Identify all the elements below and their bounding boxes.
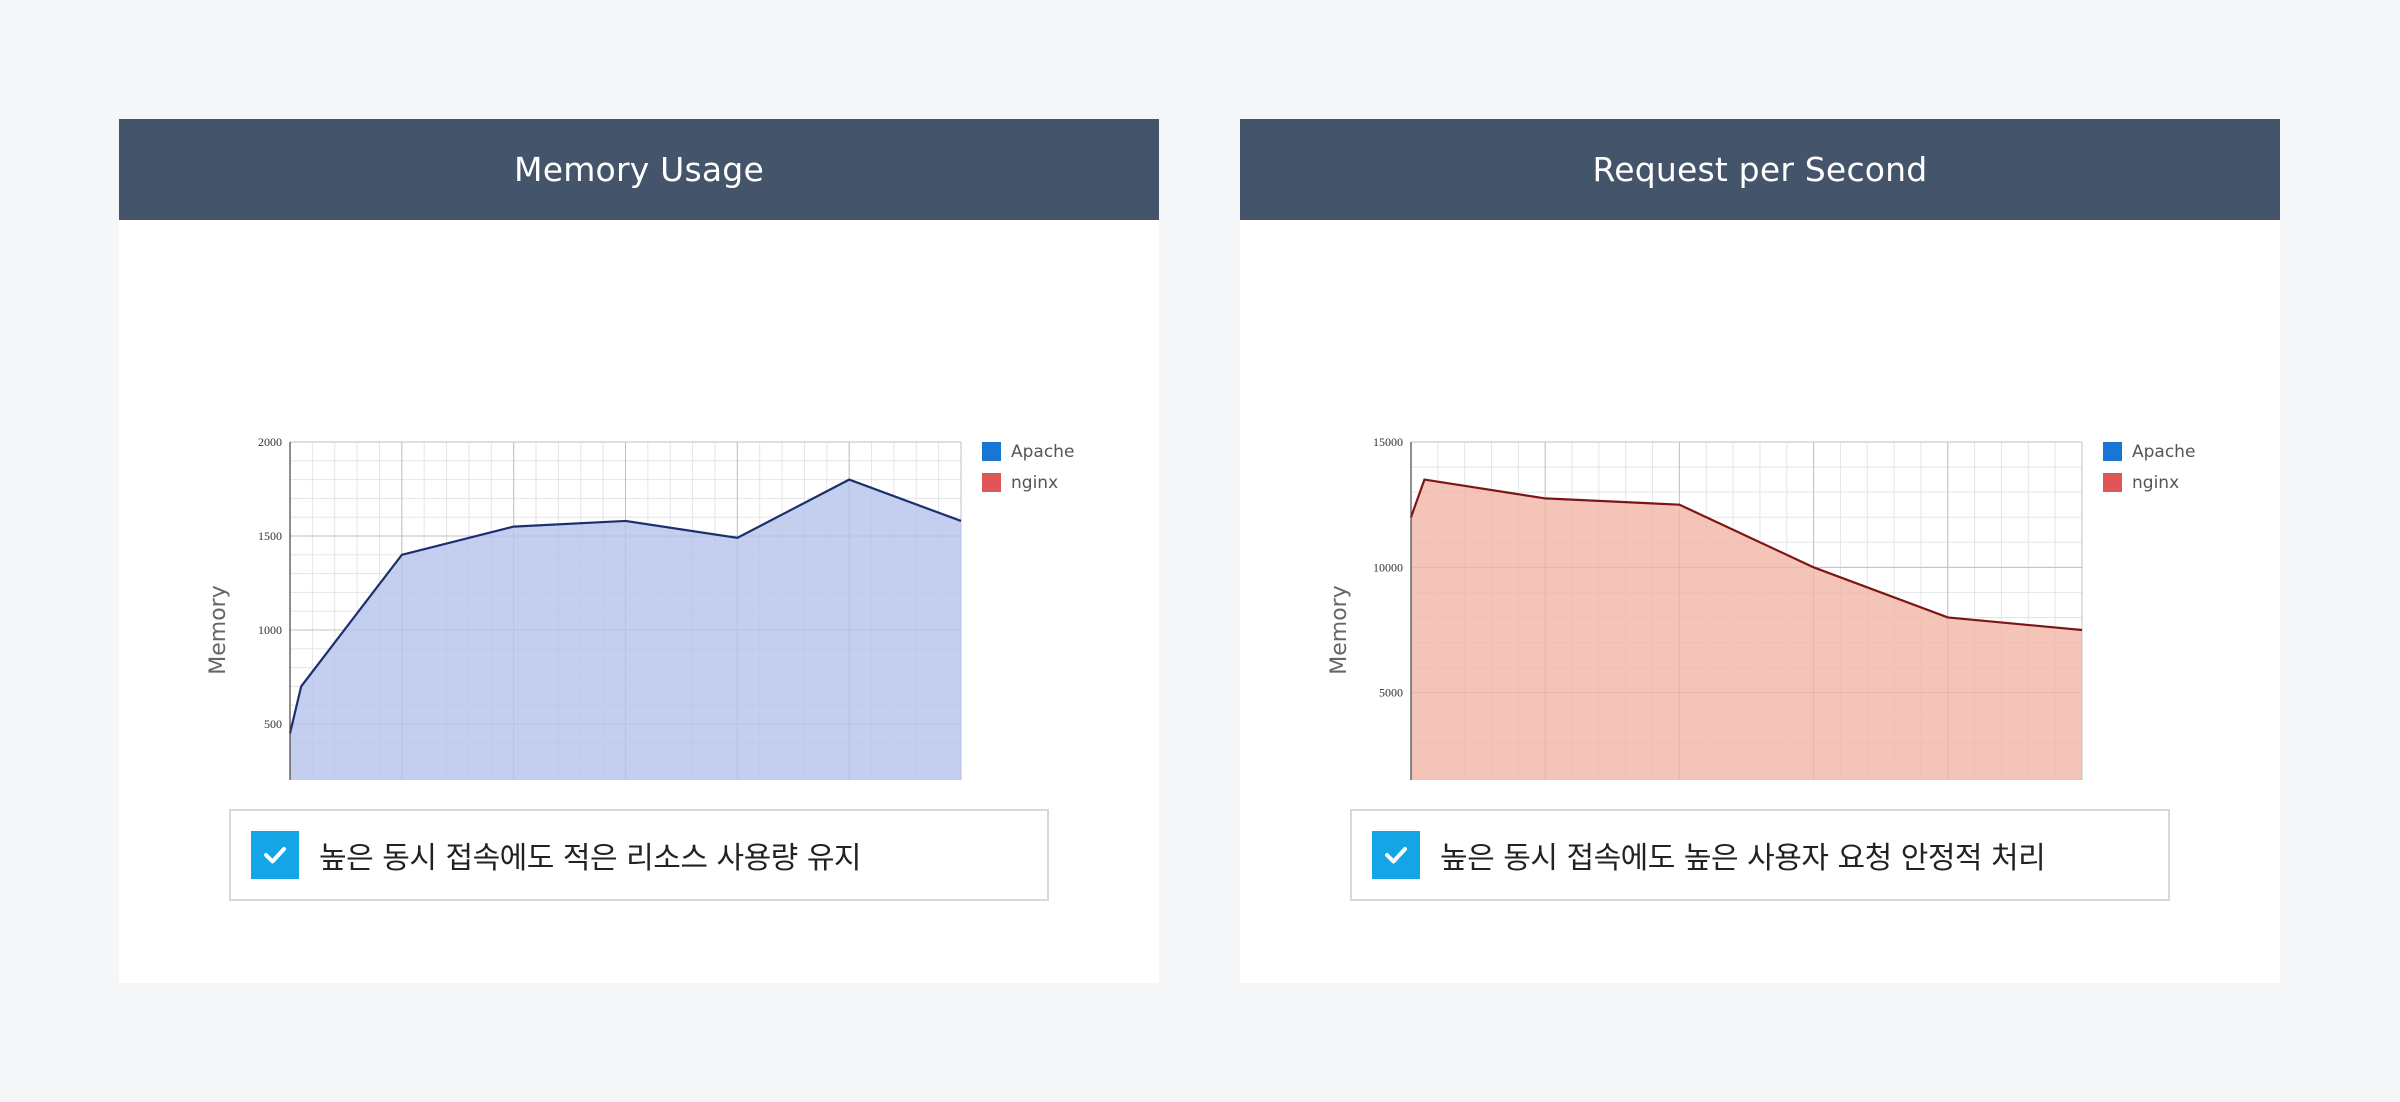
series-line-nginx bbox=[1409, 478, 2083, 632]
legend-swatch-nginx bbox=[2103, 473, 2122, 492]
feature-callout: 높은 동시 접속에도 적은 리소스 사용량 유지 bbox=[229, 809, 1049, 901]
series-area-apache bbox=[290, 479, 961, 780]
legend-label-nginx: nginx bbox=[1011, 473, 1058, 493]
y-tick-label: 2000 bbox=[258, 435, 282, 449]
y-tick-label: 1000 bbox=[258, 623, 282, 637]
legend-label-apache: Apache bbox=[1011, 442, 1074, 462]
y-axis-title: Memory bbox=[1327, 585, 1352, 674]
series-area-nginx bbox=[1411, 479, 2082, 780]
callout-text: 높은 동시 접속에도 적은 리소스 사용량 유지 bbox=[319, 841, 862, 876]
feature-callout: 높은 동시 접속에도 높은 사용자 요청 안정적 처리 bbox=[1350, 809, 2170, 901]
legend-swatch-nginx bbox=[982, 473, 1001, 492]
callout-text: 높은 동시 접속에도 높은 사용자 요청 안정적 처리 bbox=[1440, 841, 2046, 876]
legend-label-nginx: nginx bbox=[2132, 473, 2179, 493]
check-icon bbox=[1372, 831, 1420, 879]
memory-usage-chart: 050010001500200050010001500200025003000C… bbox=[206, 435, 1074, 780]
check-icon bbox=[251, 831, 299, 879]
card-title: Memory Usage bbox=[119, 119, 1159, 220]
y-tick-label: 10000 bbox=[1373, 560, 1403, 574]
series-line-apache bbox=[288, 478, 962, 734]
y-tick-label: 1500 bbox=[258, 529, 282, 543]
request-per-second-chart: 0500010000150005001000150020002500Concur… bbox=[1327, 435, 2195, 780]
card-title: Request per Second bbox=[1240, 119, 2280, 220]
y-tick-label: 15000 bbox=[1373, 435, 1403, 449]
y-tick-label: 500 bbox=[264, 717, 282, 731]
y-tick-label: 5000 bbox=[1379, 686, 1403, 700]
request-per-second-card: Request per Second 050001000015000500100… bbox=[1240, 119, 2280, 983]
memory-usage-card: Memory Usage 050010001500200050010001500… bbox=[119, 119, 1159, 983]
y-axis-title: Memory bbox=[206, 585, 231, 674]
legend-swatch-apache bbox=[982, 442, 1001, 461]
legend-swatch-apache bbox=[2103, 442, 2122, 461]
legend-label-apache: Apache bbox=[2132, 442, 2195, 462]
